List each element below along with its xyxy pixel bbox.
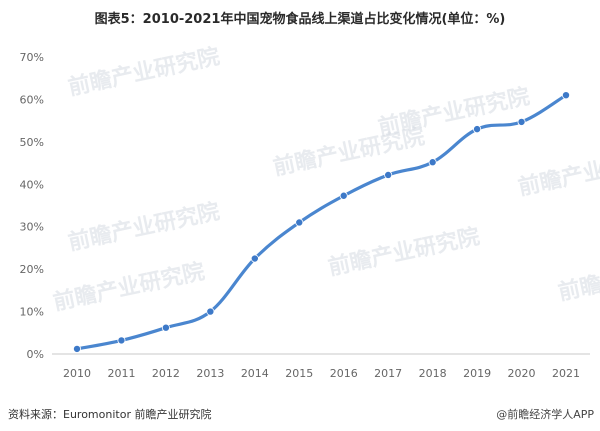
data-point [384,170,393,179]
y-tick-label: 20% [20,263,44,276]
watermark-text: 前瞻产业研究院 [326,223,482,280]
x-tick-label: 2021 [552,367,580,380]
x-tick-label: 2012 [152,367,180,380]
x-tick-label: 2018 [419,367,447,380]
x-tick-label: 2020 [508,367,536,380]
data-point [250,254,259,263]
y-tick-label: 50% [20,136,44,149]
x-tick-label: 2019 [463,367,491,380]
y-tick-label: 70% [20,51,44,64]
watermark-text: 前瞻产业研究院 [51,258,207,315]
y-tick-label: 10% [20,306,44,319]
data-point [428,158,437,167]
data-point [206,307,215,316]
y-tick-label: 40% [20,178,44,191]
watermark-text: 前瞻产业研究院 [66,43,222,100]
y-tick-label: 0% [27,348,44,361]
data-point [295,218,304,227]
x-tick-label: 2010 [63,367,91,380]
source-note: 资料来源：Euromonitor 前瞻产业研究院 [8,408,212,421]
data-point [161,323,170,332]
chart-title: 图表5：2010-2021年中国宠物食品线上渠道占比变化情况(单位：%) [94,12,506,27]
x-tick-label: 2011 [107,367,135,380]
watermark-text: 前瞻产业研究院 [556,248,600,305]
x-axis: 2010 2011 2012 2013 2014 2015 2016 2017 2018 2019… [52,353,590,380]
x-tick-label: 2017 [374,367,402,380]
watermark-text: 前瞻产业研究院 [516,143,600,200]
data-point [339,191,348,200]
x-tick-label: 2016 [330,367,358,380]
watermark-text: 前瞻产业研究院 [66,198,222,255]
x-tick-label: 2015 [285,367,313,380]
y-axis: 0% 10% 20% 30% 40% 50% 60% 70% [20,51,44,361]
data-point [73,344,82,353]
y-tick-label: 30% [20,221,44,234]
x-tick-label: 2014 [241,367,269,380]
data-point [517,117,526,126]
footer: 资料来源：Euromonitor 前瞻产业研究院 @前瞻经济学人APP [0,404,600,424]
data-point [473,125,482,134]
x-tick-label: 2013 [196,367,224,380]
y-tick-label: 60% [20,93,44,106]
brand-credit: @前瞻经济学人APP [496,408,594,421]
series-layer [73,91,571,353]
data-point [117,336,126,345]
data-point [562,91,571,100]
